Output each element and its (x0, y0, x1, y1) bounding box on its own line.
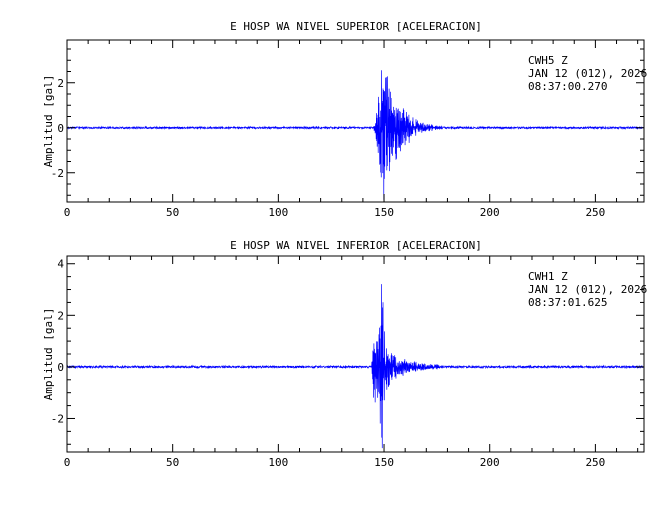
panel-upper-x-tick-label: 100 (268, 206, 288, 219)
panel-lower-waveform (66, 284, 644, 449)
panel-lower-ticks: 0 50 100 150 200 250 -2 0 2 4 (51, 256, 644, 469)
panel-lower-plot (66, 284, 644, 449)
panel-lower-y-tick-label: 0 (57, 361, 64, 374)
panel-upper-time: 08:37:00.270 (528, 80, 607, 93)
panel-lower-x-tick-label: 0 (64, 456, 71, 469)
panel-lower-y-tick-label: -2 (51, 412, 64, 425)
panel-lower-y-tick-label: 2 (57, 309, 64, 322)
panel-upper-date: JAN 12 (012), 2026 (528, 67, 647, 80)
panel-lower-x-tick-label: 150 (374, 456, 394, 469)
panel-upper-waveform (66, 70, 645, 200)
panel-lower-x-tick-label: 200 (480, 456, 500, 469)
panel-upper-x-tick-label: 0 (64, 206, 71, 219)
panel-lower-station: CWH1 Z (528, 270, 568, 283)
panel-upper-station: CWH5 Z (528, 54, 568, 67)
panel-lower-ylabel: Amplitud [gal] (42, 308, 55, 401)
panel-upper-ticks: 0 50 100 150 200 250 -2 0 2 (51, 40, 644, 219)
panel-upper-x-tick-label: 150 (374, 206, 394, 219)
panel-lower-x-tick-label: 50 (166, 456, 179, 469)
panel-upper-y-tick-label: -2 (51, 167, 64, 180)
panel-lower-title: E HOSP WA NIVEL INFERIOR [ACELERACION] (230, 239, 482, 252)
panel-upper: E HOSP WA NIVEL SUPERIOR [ACELERACION] 0… (42, 20, 647, 219)
panel-upper-ylabel: Amplitud [gal] (42, 75, 55, 168)
panel-upper-plot (66, 70, 645, 200)
panel-upper-x-tick-label: 50 (166, 206, 179, 219)
panel-lower: E HOSP WA NIVEL INFERIOR [ACELERACION] 0… (42, 239, 647, 469)
panel-upper-y-tick-label: 2 (57, 77, 64, 90)
panel-upper-x-tick-label: 200 (480, 206, 500, 219)
panel-lower-x-tick-label: 100 (268, 456, 288, 469)
panel-lower-date: JAN 12 (012), 2026 (528, 283, 647, 296)
panel-upper-title: E HOSP WA NIVEL SUPERIOR [ACELERACION] (230, 20, 482, 33)
panel-upper-x-tick-label: 250 (585, 206, 605, 219)
panel-lower-time: 08:37:01.625 (528, 296, 607, 309)
panel-upper-frame (66, 39, 645, 203)
panel-lower-y-tick-label: 4 (57, 258, 64, 271)
panel-lower-x-tick-label: 250 (585, 456, 605, 469)
panel-upper-y-tick-label: 0 (57, 122, 64, 135)
